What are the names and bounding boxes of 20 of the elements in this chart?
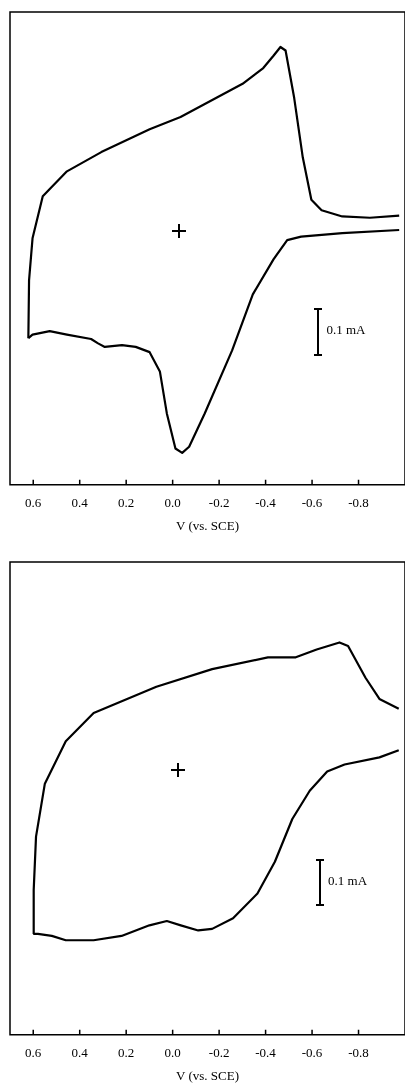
x-axis-title: V (vs. SCE): [176, 517, 239, 533]
x-tick-label: -0.6: [301, 495, 323, 511]
x-tick-label: -0.2: [208, 1045, 230, 1061]
x-tick-label: -0.8: [348, 495, 369, 511]
x-tick-label: 0.6: [25, 1045, 42, 1061]
x-axis-title: V (vs. SCE): [176, 1067, 239, 1083]
x-tick-label: -0.2: [208, 495, 230, 511]
annotation: 0.1 mA: [326, 322, 366, 339]
x-tick-label: 0.0: [164, 1045, 181, 1061]
x-tick-label: 0.6: [25, 495, 42, 511]
x-tick-label: 0.2: [118, 1045, 135, 1061]
x-tick-label: -0.8: [348, 1045, 369, 1061]
x-tick-label: -0.6: [301, 1045, 323, 1061]
x-tick-label: 0.4: [71, 495, 89, 511]
x-tick-label: -0.4: [255, 495, 277, 511]
x-tick-label: 0.4: [71, 1045, 89, 1061]
x-tick-label: -0.4: [255, 1045, 277, 1061]
annotation: 0.1 mA: [328, 873, 368, 890]
x-tick-label: 0.2: [118, 495, 135, 511]
x-tick-label: 0.0: [164, 495, 181, 511]
